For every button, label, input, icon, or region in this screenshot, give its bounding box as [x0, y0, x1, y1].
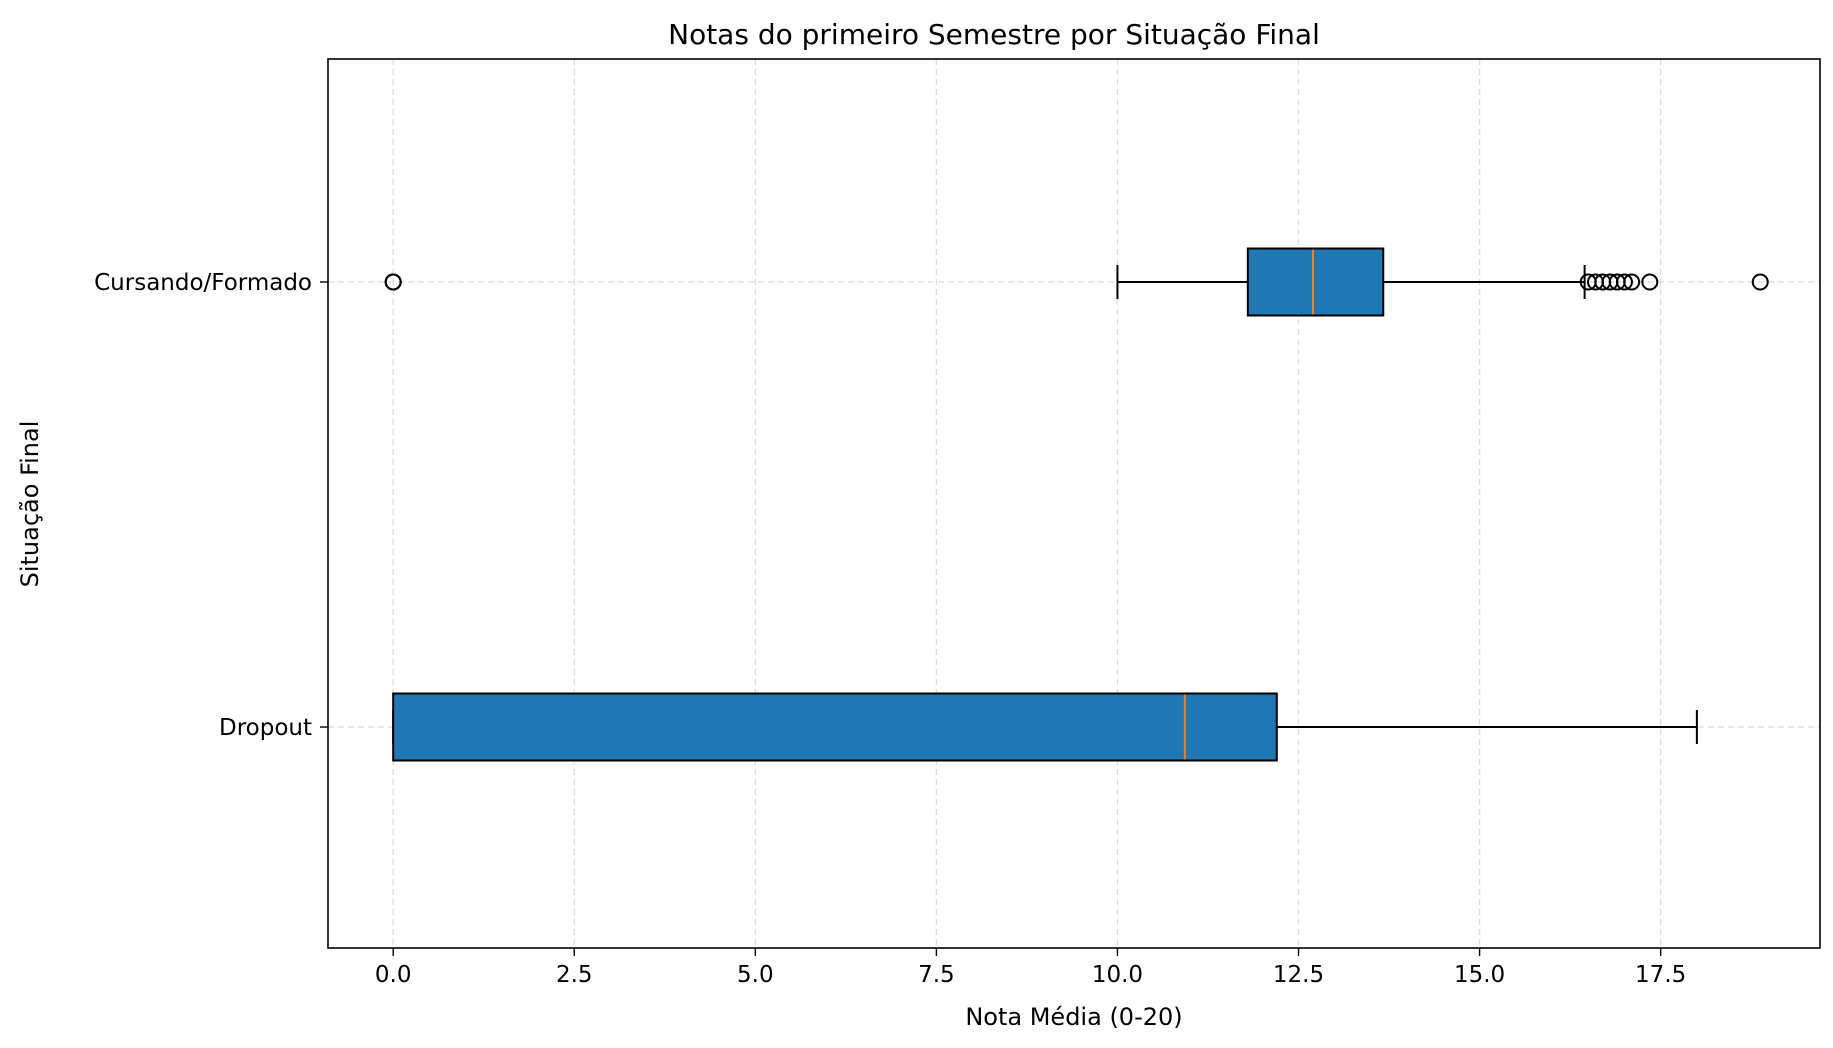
axis-layer: 0.0 2.5 5.0 7.5 10.0 12.5 15.0 17.5 Cursando/For…	[94, 270, 1686, 988]
box-layer	[384, 247, 1769, 762]
iqr-box	[1246, 247, 1385, 317]
x-tick-label: 17.5	[1635, 962, 1686, 988]
y-tick-label: Dropout	[219, 715, 312, 741]
chart-title: Notas do primeiro Semestre por Situação …	[668, 18, 1320, 51]
x-tick-label: 5.0	[737, 962, 774, 988]
outlier-point	[1751, 273, 1769, 291]
x-tick-label: 7.5	[918, 962, 955, 988]
outlier-point	[1641, 273, 1659, 291]
x-tick-label: 0.0	[375, 962, 412, 988]
outlier-point	[1623, 273, 1641, 291]
x-axis-label: Nota Média (0-20)	[965, 1003, 1182, 1031]
x-tick-label: 12.5	[1273, 962, 1324, 988]
outlier-point	[1615, 273, 1633, 291]
plot-area-frame	[327, 58, 1821, 949]
x-tick-label: 10.0	[1092, 962, 1143, 988]
x-tick-label: 2.5	[556, 962, 593, 988]
box-group-cursando-formado	[384, 247, 1769, 317]
outlier-point	[384, 273, 402, 291]
y-tick-label: Cursando/Formado	[94, 270, 312, 296]
y-axis-label: Situação Final	[16, 421, 44, 588]
iqr-box	[392, 692, 1278, 762]
x-tick-label: 15.0	[1454, 962, 1505, 988]
box-group-dropout	[392, 692, 1698, 762]
